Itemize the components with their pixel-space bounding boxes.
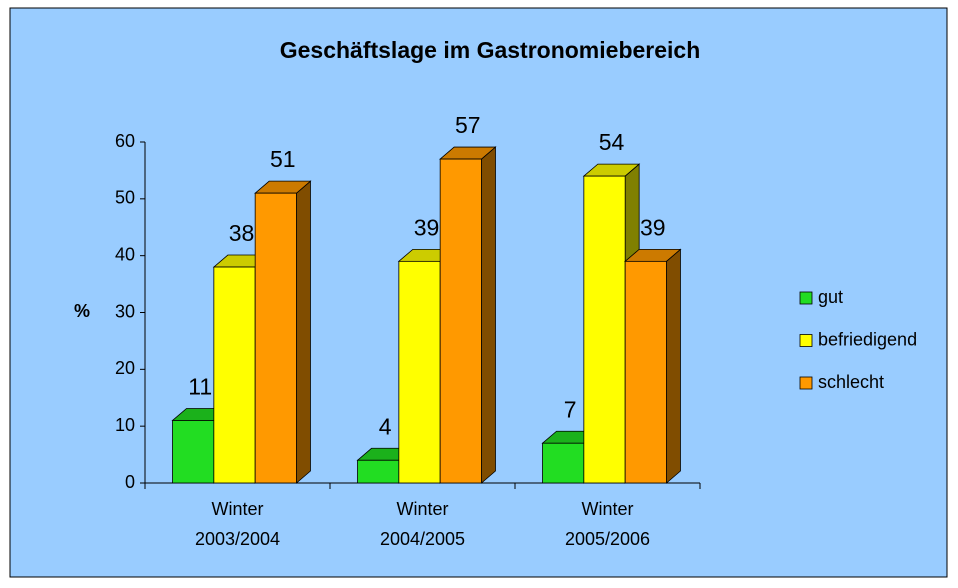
bar	[398, 260, 441, 484]
y-tick-label: 60	[115, 131, 135, 151]
bar	[254, 192, 297, 484]
bar	[624, 260, 667, 484]
chart-title: Geschäftslage im Gastronomiebereich	[280, 37, 701, 63]
data-label: 54	[599, 129, 625, 155]
data-label: 11	[188, 374, 212, 400]
bar	[357, 459, 400, 484]
data-label: 39	[414, 214, 440, 240]
x-tick-label: Winter 2004/2005	[380, 499, 465, 549]
bar-side	[481, 146, 496, 484]
legend-swatch	[799, 291, 813, 305]
x-tick-label: Winter 2003/2004	[195, 499, 280, 549]
y-tick-label: 0	[125, 472, 135, 492]
bar	[439, 158, 482, 484]
y-tick-label: 10	[115, 415, 135, 435]
data-label: 51	[270, 146, 296, 172]
legend-label: gut	[818, 287, 843, 307]
y-tick-label: 50	[115, 188, 135, 208]
data-label: 39	[640, 214, 666, 240]
data-label: 38	[229, 220, 255, 246]
y-tick-label: 40	[115, 244, 135, 264]
legend-label: schlecht	[818, 372, 884, 392]
legend-swatch	[799, 376, 813, 390]
bar	[172, 420, 215, 484]
bar-side	[666, 248, 681, 484]
x-tick-label: Winter 2005/2006	[565, 499, 650, 549]
y-tick-label: 30	[115, 301, 135, 321]
y-tick-label: 20	[115, 358, 135, 378]
data-label: 57	[455, 112, 481, 138]
data-label: 4	[379, 413, 392, 439]
bar	[583, 175, 626, 484]
y-axis-label: %	[74, 301, 90, 321]
bar-side	[296, 180, 311, 484]
bar	[213, 266, 256, 484]
bar	[542, 442, 585, 484]
data-label: 7	[564, 396, 577, 422]
legend-swatch	[799, 334, 813, 347]
legend-label: befriedigend	[818, 329, 917, 349]
